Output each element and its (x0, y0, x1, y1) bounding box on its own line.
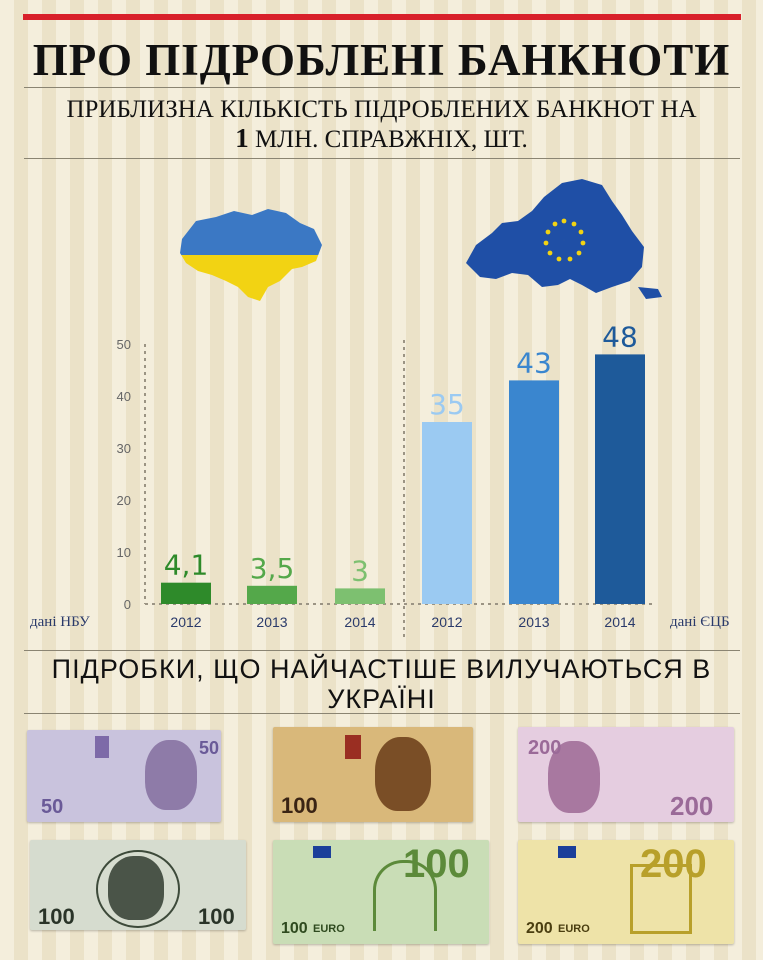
ukraine-map-icon (180, 209, 322, 301)
divider (24, 158, 740, 159)
bar (422, 422, 472, 604)
bar-chart: 0 10 20 30 40 50 4,1 2012 3,5 2013 3 2014 35 2012 43 2… (30, 320, 730, 640)
y-tick-label: 0 (124, 597, 131, 612)
subtitle-line-1: ПРИБЛИЗНА КІЛЬКІСТЬ ПІДРОБЛЕНИХ БАНКНОТ … (66, 96, 697, 123)
section-title-line-1: ПІДРОБКИ, ЩО НАЙЧАСТІШЕ ВИЛУЧАЮТЬСЯ В (51, 654, 712, 684)
top-accent-bar (23, 14, 741, 20)
divider (24, 713, 740, 714)
banknote-value-large: 200 (640, 842, 707, 886)
trident-icon (95, 736, 109, 758)
data-label: 3,5 (250, 552, 295, 585)
trident-icon (345, 735, 361, 759)
y-tick-label: 40 (117, 389, 131, 404)
banknote-value-corner: 100 (198, 904, 235, 929)
banknote-value-large: 100 (403, 842, 470, 886)
subtitle-line-2: 1 МЛН. СПРАВЖНІХ, ШТ. (20, 124, 743, 154)
banknote-value-corner: 50 (199, 738, 220, 758)
x-tick-label: 2014 (604, 614, 635, 630)
bar (595, 354, 645, 604)
divider (24, 87, 740, 88)
subtitle-number: 1 (235, 123, 249, 153)
banknote-value: 200 (670, 791, 714, 821)
bar (247, 585, 297, 604)
source-label-ecb: дані ЄЦБ (670, 614, 730, 630)
banknote-euro-200: 200 200 EURO (518, 840, 734, 944)
data-label: 48 (602, 320, 638, 353)
bar (335, 588, 385, 604)
y-tick-label: 50 (117, 337, 131, 352)
source-label-nbu: дані НБУ (30, 614, 90, 630)
y-tick-label: 20 (117, 493, 131, 508)
eu-flag-icon (313, 846, 331, 858)
eu-map-icon (466, 179, 662, 299)
banknote-value: 100 (281, 793, 318, 818)
portrait-icon (108, 856, 164, 920)
banknote-currency: EURO (558, 923, 590, 935)
chart-subtitle: ПРИБЛИЗНА КІЛЬКІСТЬ ПІДРОБЛЕНИХ БАНКНОТ … (20, 96, 743, 154)
subtitle-text: МЛН. СПРАВЖНІХ, ШТ. (254, 126, 528, 153)
x-tick-label: 2012 (431, 614, 462, 630)
banknote-value: 100 (38, 904, 75, 929)
y-tick-label: 30 (117, 441, 131, 456)
data-label: 43 (516, 346, 552, 379)
x-tick-label: 2014 (344, 614, 375, 630)
banknote-hryvnia-50: 50 50 (27, 730, 221, 822)
banknote-hryvnia-200: 200 200 (518, 727, 734, 822)
x-tick-label: 2013 (518, 614, 549, 630)
data-label: 35 (429, 388, 465, 421)
banknote-value: 50 (41, 796, 64, 818)
portrait-icon (145, 740, 197, 810)
banknote-dollar-100: 100 100 (30, 840, 246, 930)
divider (24, 650, 740, 651)
data-label: 3 (351, 554, 369, 587)
banknote-value: 200 (526, 920, 553, 937)
eu-flag-icon (558, 846, 576, 858)
x-tick-label: 2013 (256, 614, 287, 630)
arch-icon (373, 860, 437, 931)
banknote-value-corner: 200 (528, 737, 562, 759)
banknote-euro-100: 100 100 EURO (273, 840, 489, 944)
banknote-value: 100 (281, 920, 308, 937)
banknote-currency: EURO (313, 923, 345, 935)
portrait-frame (96, 850, 180, 928)
portrait-icon (375, 737, 431, 811)
gate-icon (630, 864, 692, 934)
data-label: 4,1 (164, 549, 209, 582)
page-title: ПРО ПІДРОБЛЕНІ БАНКНОТИ (32, 35, 731, 85)
portrait-icon (548, 741, 600, 813)
bar (509, 380, 559, 604)
bar (161, 582, 211, 604)
section-title: ПІДРОБКИ, ЩО НАЙЧАСТІШЕ ВИЛУЧАЮТЬСЯ В УК… (20, 654, 743, 714)
y-tick-label: 10 (117, 545, 131, 560)
banknote-hryvnia-100: 100 (273, 727, 473, 822)
section-title-line-2: УКРАЇНІ (327, 684, 436, 714)
x-tick-label: 2012 (170, 614, 201, 630)
